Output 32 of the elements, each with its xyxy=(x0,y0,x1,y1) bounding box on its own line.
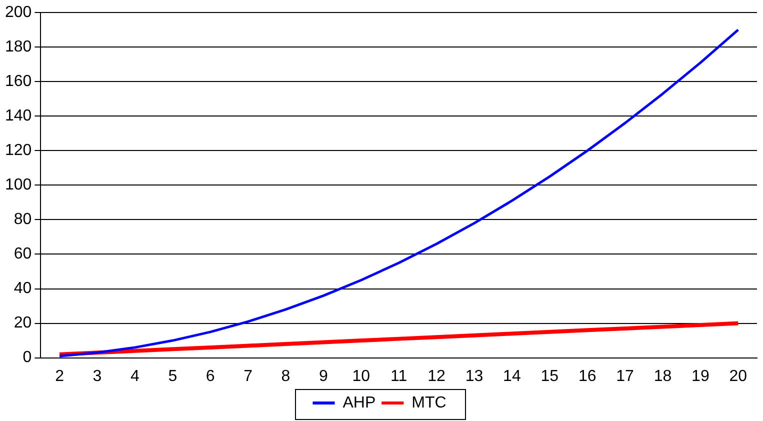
y-tick-label: 40 xyxy=(14,280,32,298)
x-tick-label: 9 xyxy=(318,368,328,385)
y-tick-label: 200 xyxy=(4,4,32,22)
y-tick-label: 0 xyxy=(22,349,32,366)
x-tick-label: 19 xyxy=(692,368,710,385)
y-tick-label: 180 xyxy=(4,38,32,56)
x-tick-label: 15 xyxy=(540,368,559,385)
x-tick-label: 3 xyxy=(92,368,102,385)
x-tick-label: 11 xyxy=(390,368,408,385)
legend-label: AHP xyxy=(342,394,376,412)
y-tick-label: 60 xyxy=(14,246,32,263)
x-tick-label: 8 xyxy=(281,368,290,385)
x-tick-label: 10 xyxy=(352,368,370,385)
y-tick-label: 160 xyxy=(4,73,32,90)
legend-label: MTC xyxy=(412,394,446,412)
x-tick-label: 6 xyxy=(206,368,215,385)
y-tick-label: 120 xyxy=(4,142,32,160)
x-tick-label: 14 xyxy=(503,368,521,385)
x-tick-label: 12 xyxy=(428,368,446,385)
x-tick-label: 7 xyxy=(244,368,253,385)
y-tick-label: 20 xyxy=(14,314,32,332)
x-tick-label: 13 xyxy=(465,368,484,385)
x-tick-label: 4 xyxy=(130,368,140,385)
x-tick-label: 2 xyxy=(55,368,64,385)
x-tick-label: 20 xyxy=(729,368,748,385)
x-tick-label: 18 xyxy=(654,368,672,385)
y-tick-label: 80 xyxy=(14,211,32,228)
x-tick-label: 5 xyxy=(168,368,178,385)
y-tick-label: 140 xyxy=(4,108,32,125)
x-tick-label: 17 xyxy=(616,368,634,385)
x-tick-label: 16 xyxy=(578,368,596,385)
y-tick-label: 100 xyxy=(4,176,32,194)
